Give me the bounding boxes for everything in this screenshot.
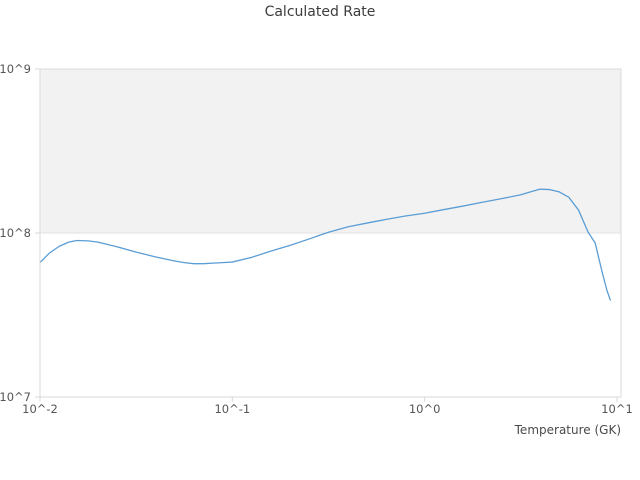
x-tick-label: 10^0	[409, 402, 441, 416]
x-tick-label: 10^-2	[22, 402, 58, 416]
shaded-band	[40, 69, 621, 233]
x-axis-title: Temperature (GK)	[514, 423, 621, 437]
y-tick-label: 10^9	[0, 62, 31, 76]
y-tick-label: 10^8	[0, 226, 31, 240]
y-tick-label: 10^7	[0, 390, 31, 404]
plot-svg: 10^7 10^8 10^9 10^-2 10^-1 10^0 10^1 Temperatur…	[0, 62, 633, 437]
x-tick-label: 10^-1	[214, 402, 250, 416]
rate-curve	[39, 188, 611, 301]
x-tick-label: 10^1	[601, 402, 633, 416]
chart-title: Calculated Rate	[264, 4, 376, 20]
